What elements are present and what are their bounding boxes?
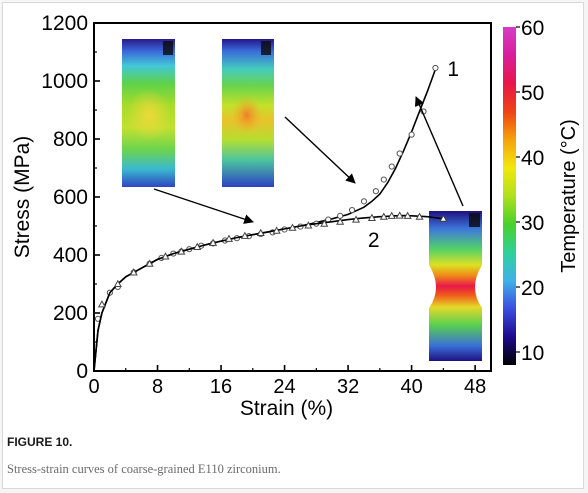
y-tick-label-0: 0	[76, 360, 88, 383]
colorbar-tick-label-60: 60	[521, 17, 544, 40]
series-2-point	[336, 217, 345, 225]
series-2-point	[177, 247, 186, 255]
colorbar-tick-label-30: 30	[521, 212, 544, 235]
stress-strain-chart: 0 8 16 24 32 40 48 0 200 400 600 800 1000 1200 Strain …	[11, 12, 580, 420]
x-tick-label-16: 16	[210, 376, 232, 398]
x-tick-label-40: 40	[400, 376, 422, 398]
series-2-point	[193, 242, 202, 250]
thermal-image-2	[222, 39, 274, 187]
series-2-point	[272, 226, 281, 234]
series-1-point	[380, 176, 387, 183]
x-axis-label: Strain (%)	[240, 397, 333, 420]
series-2-point	[379, 212, 388, 220]
x-tick-label-8: 8	[152, 376, 163, 398]
colorbar-tick-label-40: 40	[521, 147, 544, 170]
series-2-point	[161, 252, 170, 260]
series-1-point	[432, 64, 439, 72]
series-2-point	[351, 215, 361, 223]
thermal-image-3	[429, 211, 482, 361]
arrow-image3-to-curve	[414, 96, 464, 207]
colorbar-tick-label-10: 10	[521, 342, 544, 365]
series-2-line	[93, 214, 444, 372]
series-2-label: 2	[368, 229, 380, 252]
y-tick-label-1200: 1200	[41, 12, 88, 35]
x-tick-label-32: 32	[337, 376, 359, 398]
series-2-point	[129, 268, 138, 276]
annotation-arrows	[153, 96, 464, 224]
series-2-point	[415, 212, 424, 220]
series-2-point	[367, 213, 376, 221]
series-2-point	[113, 279, 122, 288]
series-2-point	[395, 211, 404, 219]
arrow-image2-to-curve	[284, 116, 356, 184]
series-1-point	[372, 188, 379, 195]
y-tick-label-800: 800	[53, 128, 88, 151]
series-2-point	[256, 228, 265, 237]
figure-card: 0 8 16 24 32 40 48 0 200 400 600 800 1000 1200 Strain …	[2, 2, 584, 489]
series-2-point	[288, 223, 297, 231]
arrow-image1-to-curve	[153, 188, 254, 224]
x-tick-label-48: 48	[464, 376, 486, 398]
series-2-point	[439, 214, 448, 222]
colorbar-label: Temperature (°C)	[558, 119, 580, 273]
series-2-point	[224, 234, 234, 242]
series-1-point	[408, 131, 415, 138]
y-tick-label-600: 600	[53, 186, 88, 209]
series-layer: 12	[93, 58, 459, 372]
y-axis-label: Stress (MPa)	[11, 136, 34, 259]
series-2-point	[387, 211, 396, 219]
y-tick-label-1000: 1000	[41, 70, 88, 93]
figure-label: FIGURE 10.	[7, 435, 73, 449]
plot-axes: 0 8 16 24 32 40 48 0 200 400 600 800 1000 1200 Strain …	[11, 12, 492, 420]
colorbar-tick-label-50: 50	[521, 82, 544, 105]
series-1-point	[396, 150, 403, 157]
series-1-point	[348, 206, 356, 214]
thermal-image-1	[122, 39, 175, 187]
series-2-point	[304, 221, 313, 229]
series-2-point	[320, 219, 329, 227]
y-tick-label-200: 200	[53, 302, 88, 325]
x-tick-label-0: 0	[88, 376, 99, 398]
series-2-point	[97, 300, 106, 308]
colorbar-tick-label-20: 20	[521, 277, 544, 300]
series-2-point	[209, 238, 218, 246]
series-2-point	[403, 211, 412, 219]
series-1-label: 1	[447, 58, 459, 81]
x-tick-label-24: 24	[273, 376, 295, 398]
figure-caption: Stress-strain curves of coarse-grained E…	[7, 462, 281, 476]
series-2-point	[145, 259, 154, 267]
series-1-point	[360, 198, 368, 205]
series-2: 2	[93, 211, 448, 372]
series-2-point	[240, 231, 249, 239]
temperature-colorbar: 10 20 30 40 50 60 Temperature (°C)	[503, 17, 580, 365]
colorbar-gradient	[503, 27, 516, 365]
y-tick-label-400: 400	[53, 244, 88, 267]
series-1-point	[388, 163, 395, 170]
